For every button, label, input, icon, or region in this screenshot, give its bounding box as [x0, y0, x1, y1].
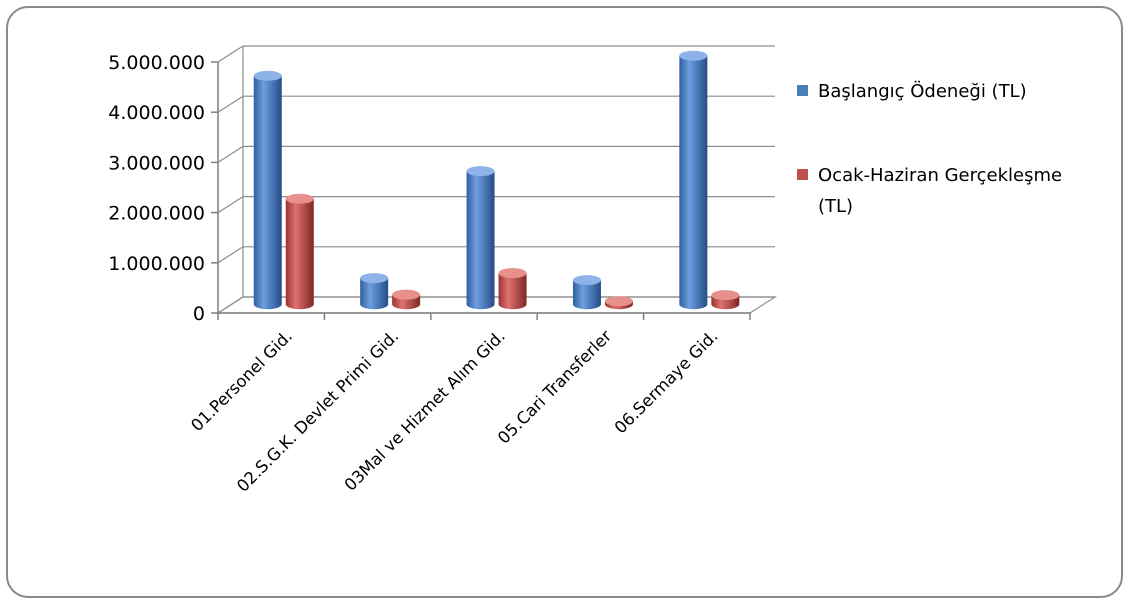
y-tick-label: 4.000.000 [108, 102, 205, 124]
bar-gerceklesme-2 [498, 268, 527, 310]
bar-body [285, 198, 314, 310]
bar-top [604, 296, 633, 307]
bar-baslangic-4 [679, 50, 708, 310]
y-tick-label: 5.000.000 [108, 52, 205, 74]
bar-body [679, 55, 708, 310]
labels: 0 1.000.000 2.000.000 3.000.000 4.000.000 5.0… [108, 52, 721, 496]
bar-top [466, 166, 495, 177]
gridline-side [217, 145, 244, 163]
gridline-side [217, 95, 244, 113]
legend-label-0: Başlangıç Ödeneği (TL) [818, 80, 1027, 102]
x-tick-label: 05.Cari Transferler [494, 326, 615, 447]
bar-top [360, 273, 389, 284]
legend-label-1: Ocak-Haziran Gerçekleşme [818, 165, 1062, 186]
bar-top [572, 275, 601, 286]
bar-gerceklesme-1 [392, 289, 421, 310]
gridline-side [217, 246, 244, 264]
axes [211, 61, 751, 320]
bar-baslangic-1 [360, 273, 389, 310]
bar-baslangic-0 [253, 70, 282, 310]
bar-gerceklesme-4 [711, 290, 740, 310]
legend: Başlangıç Ödeneği (TL) Ocak-Haziran Gerçe… [797, 80, 1062, 217]
legend-swatch-0 [797, 85, 808, 96]
y-tick-label: 3.000.000 [108, 152, 205, 174]
gridline-side [217, 196, 244, 214]
bar-gerceklesme-3 [604, 296, 633, 310]
bar-body [253, 75, 282, 310]
y-tick-label: 2.000.000 [108, 203, 205, 225]
bar-top [253, 70, 282, 81]
bar-top [679, 50, 708, 61]
bar-gerceklesme-0 [285, 193, 314, 310]
x-tick-label: 01.Personel Gid. [187, 326, 296, 435]
chart-frame [6, 6, 1123, 598]
bar-baslangic-2 [466, 166, 495, 310]
y-tick-label: 0 [193, 303, 205, 325]
bar-body [360, 278, 389, 310]
bar-top [392, 289, 421, 300]
bar-body [498, 273, 527, 310]
bars [253, 50, 740, 310]
bar-baslangic-3 [572, 275, 601, 310]
bar-body [572, 280, 601, 310]
x-tick-label: 06.Sermaye Gid. [611, 326, 722, 437]
bar-top [498, 268, 527, 279]
y-tick-label: 1.000.000 [108, 253, 205, 275]
legend-label-1: (TL) [818, 196, 853, 217]
gridline-side [217, 45, 244, 63]
bar-top [711, 290, 740, 301]
legend-swatch-1 [797, 169, 808, 180]
bar-body [466, 171, 495, 310]
bar-top [285, 193, 314, 204]
